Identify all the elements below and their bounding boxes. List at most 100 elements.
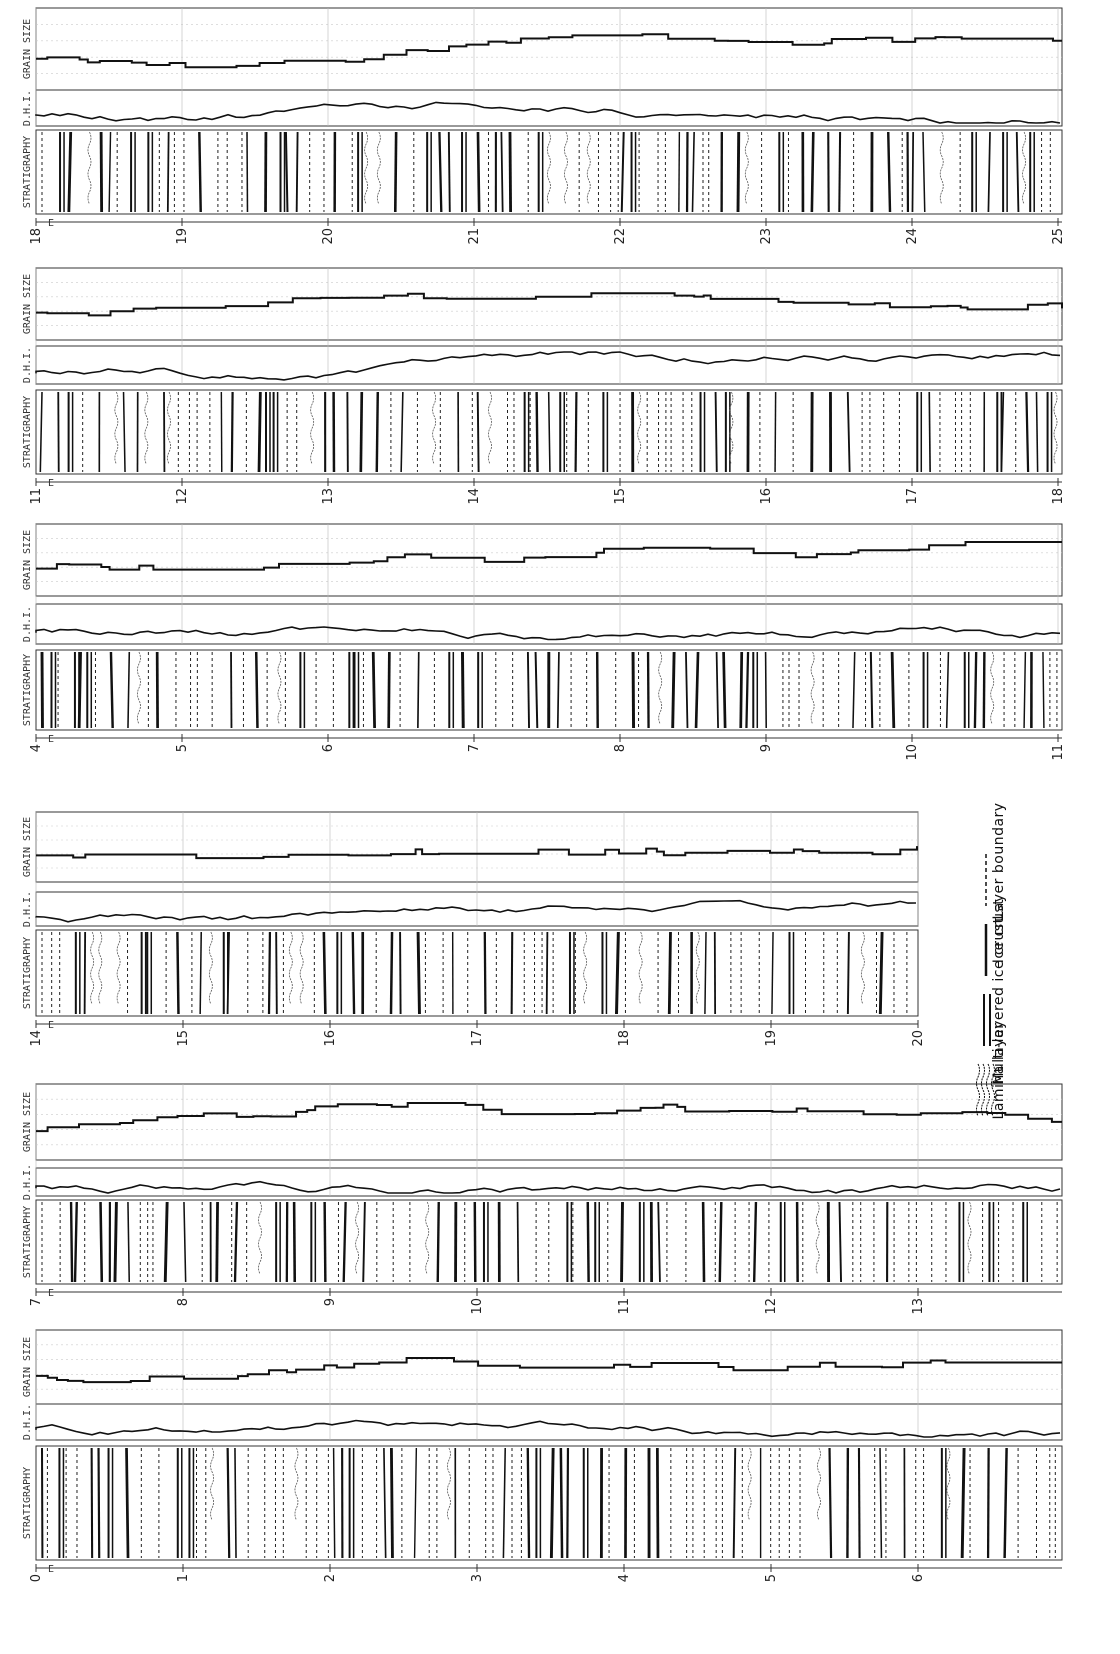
grain-size-curve (36, 541, 1062, 571)
lamina-layer-mark (167, 391, 171, 465)
dhi-track-frame (35, 345, 1063, 385)
ice-crust-mark (878, 931, 884, 1015)
depth-tick-label: 16 (759, 488, 774, 505)
lamina-layer-mark (817, 1447, 821, 1521)
ice-crust-mark (284, 131, 289, 213)
depth-unit-label: E (48, 218, 54, 229)
grain-size-curve (36, 1102, 1062, 1133)
ice-crust-mark (922, 131, 926, 213)
ice-crust-mark (857, 1447, 861, 1559)
depth-tick-label: 6 (321, 744, 336, 752)
lamina-layer-mark (638, 931, 643, 1005)
dhi-curve (35, 1419, 1061, 1438)
strat-track-frame (35, 389, 1063, 475)
depth-tick-label: 11 (29, 488, 44, 505)
ice-crust-mark (393, 131, 398, 213)
lamina-layer-mark (564, 131, 568, 205)
depth-tick-label: 4 (617, 1574, 632, 1582)
lamina-layer-mark (729, 391, 734, 465)
panel-b: GRAIN SIZE D.H.I. STRATIGRAPHY 11 12 13 14 15 16… (22, 267, 1066, 505)
ice-crust-mark (417, 651, 420, 729)
depth-tick-label: 7 (29, 1298, 44, 1306)
ice-crust-mark (879, 1447, 883, 1559)
ice-crust-mark (257, 391, 262, 473)
grain-track-label: GRAIN SIZE (22, 1337, 33, 1397)
ice-crust-mark (359, 391, 364, 473)
ice-crust-mark (556, 651, 560, 729)
ice-crust-mark (547, 391, 551, 473)
lamina-layer-mark (946, 1447, 951, 1521)
depth-tick-label: 22 (613, 228, 628, 245)
ice-crust-mark (828, 1447, 833, 1559)
ice-crust-mark (73, 1201, 78, 1283)
depth-tick-label: 5 (764, 1574, 779, 1582)
grain-track-label: GRAIN SIZE (22, 1092, 33, 1152)
ice-crust-mark (39, 391, 43, 473)
ice-crust-mark (928, 391, 931, 473)
lamina-layer-mark (586, 131, 591, 205)
ice-crust-mark (399, 931, 402, 1015)
dhi-curve (35, 101, 1061, 124)
panel-f: GRAIN SIZE D.H.I. STRATIGRAPHY 0 1 2 3 4 5 6 E (22, 1329, 1063, 1582)
depth-tick-label: 16 (323, 1030, 338, 1047)
ice-crust-mark (736, 131, 741, 213)
ice-crust-mark (438, 131, 443, 213)
strat-track-label: STRATIGRAPHY (22, 396, 33, 468)
legend-item: Lamina layer (976, 1023, 1024, 1120)
depth-tick-label: 18 (617, 1030, 632, 1047)
depth-tick-label: 17 (905, 488, 920, 505)
double-line-icon (983, 994, 991, 1046)
ice-crust-mark (69, 1201, 74, 1283)
lamina-layer-mark (658, 651, 663, 725)
ice-crust-mark (526, 1447, 531, 1559)
grain-track-label: GRAIN SIZE (22, 19, 33, 79)
ice-crust-mark (500, 131, 504, 213)
depth-tick-label: 11 (1051, 744, 1066, 761)
depth-tick-label: 25 (1051, 228, 1066, 245)
ice-crust-mark (127, 1201, 131, 1283)
grain-track-frame (35, 523, 1063, 597)
ice-crust-mark (176, 931, 180, 1015)
depth-tick-label: 23 (759, 228, 774, 245)
ice-crust-mark (275, 931, 278, 1015)
ice-crust-mark (413, 1447, 418, 1559)
ice-crust-mark (764, 651, 767, 729)
dhi-track-label: D.H.I. (22, 1404, 33, 1440)
ice-crust-mark (99, 131, 104, 213)
depth-unit-label: E (48, 1020, 54, 1031)
grain-track-label: GRAIN SIZE (22, 274, 33, 334)
ice-crust-mark (657, 1201, 661, 1283)
depth-tick-label: 24 (905, 228, 920, 245)
depth-tick-label: 21 (467, 228, 482, 245)
ice-crust-mark (586, 1201, 590, 1283)
depth-tick-label: 9 (759, 744, 774, 752)
ice-crust-mark (510, 931, 514, 1015)
lamina-layer-mark (277, 651, 282, 725)
ice-crust-mark (945, 651, 950, 729)
ice-crust-mark (125, 1447, 130, 1559)
lamina-layer-mark (637, 391, 642, 465)
grain-size-curve (36, 292, 1063, 317)
ice-crust-mark (233, 1201, 239, 1283)
ice-crust-mark (887, 131, 892, 213)
dhi-track-frame (35, 1167, 1063, 1197)
strat-track-frame (35, 929, 919, 1017)
ice-crust-mark (416, 931, 421, 1015)
strat-track-frame (35, 1199, 1063, 1285)
lamina-layer-mark (116, 931, 121, 1005)
ice-crust-mark (371, 651, 376, 729)
ice-crust-mark (852, 651, 856, 729)
legend-item: Multi-layered ice crust (980, 917, 1024, 1085)
ice-crust-mark (678, 131, 681, 213)
legend: Layer boundary Ice crust Multi-layered ice… (976, 802, 1120, 1120)
ice-crust-mark (667, 931, 672, 1015)
ice-crust-mark (838, 1201, 842, 1283)
depth-tick-label: 19 (764, 1030, 779, 1047)
strat-track-frame (35, 1445, 1063, 1561)
ice-crust-mark (1015, 131, 1020, 213)
lamina-layer-mark (583, 931, 588, 1005)
ice-crust-mark (714, 391, 718, 473)
lamina-layer-mark (1022, 131, 1026, 205)
ice-crust-mark (982, 651, 986, 729)
